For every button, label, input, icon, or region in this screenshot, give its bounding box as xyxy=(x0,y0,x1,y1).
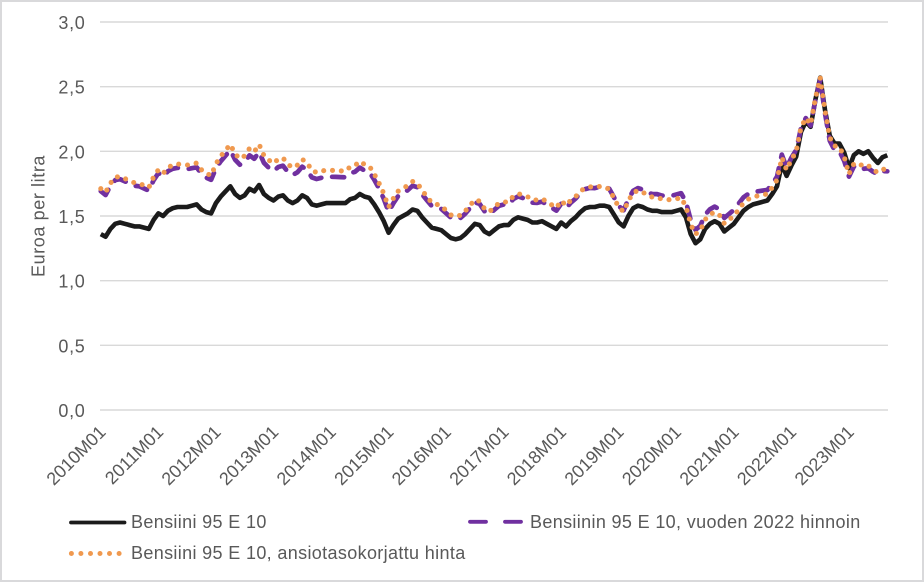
svg-text:0,0: 0,0 xyxy=(58,401,85,421)
svg-text:2010M01: 2010M01 xyxy=(43,422,110,489)
svg-text:Bensiini 95 E 10, ansiotasokor: Bensiini 95 E 10, ansiotasokorjattu hint… xyxy=(131,543,466,563)
svg-text:2,0: 2,0 xyxy=(58,142,85,162)
svg-text:1,5: 1,5 xyxy=(58,207,85,227)
svg-text:1,0: 1,0 xyxy=(58,272,85,292)
svg-text:Euroa per litra: Euroa per litra xyxy=(29,155,49,277)
svg-text:2021M01: 2021M01 xyxy=(676,422,743,489)
svg-text:2015M01: 2015M01 xyxy=(330,422,397,489)
svg-text:2023M01: 2023M01 xyxy=(791,422,858,489)
svg-text:Bensiinin 95 E 10, vuoden 2022: Bensiinin 95 E 10, vuoden 2022 hinnoin xyxy=(530,512,861,532)
svg-text:2,5: 2,5 xyxy=(58,78,85,98)
svg-text:2022M01: 2022M01 xyxy=(733,422,800,489)
svg-text:2014M01: 2014M01 xyxy=(273,422,340,489)
svg-text:2019M01: 2019M01 xyxy=(561,422,628,489)
svg-text:0,5: 0,5 xyxy=(58,336,85,356)
svg-text:2018M01: 2018M01 xyxy=(503,422,570,489)
svg-text:2017M01: 2017M01 xyxy=(445,422,512,489)
svg-text:Bensiini 95 E 10: Bensiini 95 E 10 xyxy=(131,512,267,532)
svg-text:2013M01: 2013M01 xyxy=(215,422,282,489)
svg-text:3,0: 3,0 xyxy=(58,13,85,33)
svg-text:2020M01: 2020M01 xyxy=(618,422,685,489)
svg-text:2016M01: 2016M01 xyxy=(388,422,455,489)
svg-text:2011M01: 2011M01 xyxy=(101,422,167,488)
svg-text:2012M01: 2012M01 xyxy=(158,422,225,489)
